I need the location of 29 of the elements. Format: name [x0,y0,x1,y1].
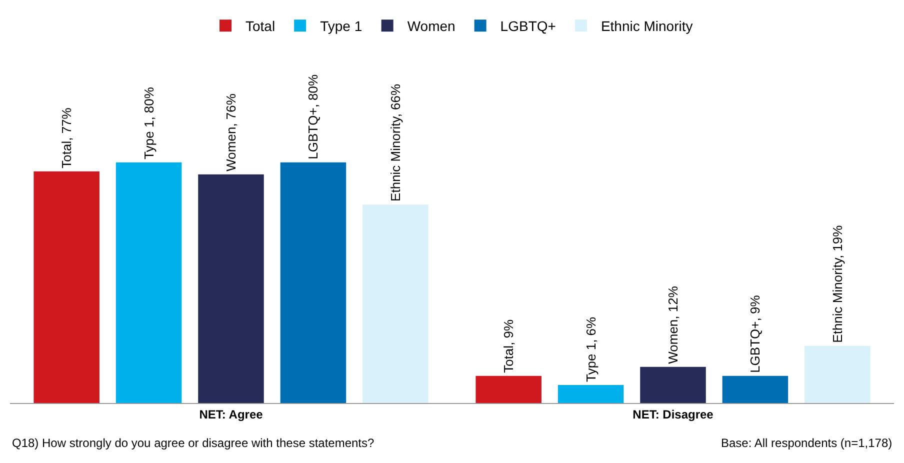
text: Q18) How strongly do you agree or disagree with these statements? [12,436,375,450]
data-label: Women, 12% [666,286,680,364]
data-label: LGBTQ+, 9% [748,294,763,373]
x-tick-label: NET: Disagree [632,407,714,422]
legend-label: Women [407,18,456,34]
bar [34,171,100,403]
legend-label: LGBTQ+ [500,18,556,34]
bar [280,162,346,403]
bar [640,366,706,403]
data-label: LGBTQ+, 80% [306,74,321,160]
data-label: Total, 9% [501,319,516,373]
bar [476,376,542,403]
x-tick-label: NET: Agree [199,407,264,422]
bar [804,346,870,403]
data-label: Ethnic Minority, 19% [830,224,845,343]
data-label: Women, 76% [224,93,238,172]
data-label: Type 1, 6% [583,316,598,382]
bar [722,376,788,403]
bar [198,174,264,403]
legend-label: Ethnic Minority [600,18,693,34]
data-label: Ethnic Minority, 66% [388,83,403,202]
text: Base: All respondents (n=1,178) [721,436,892,450]
bar [116,162,182,403]
legend-label: Total [246,18,276,34]
bar [362,204,428,403]
data-label: Type 1, 80% [141,86,156,160]
legend-label: Type 1 [320,18,362,34]
bar [558,384,624,403]
data-label: Total, 77% [59,107,74,168]
